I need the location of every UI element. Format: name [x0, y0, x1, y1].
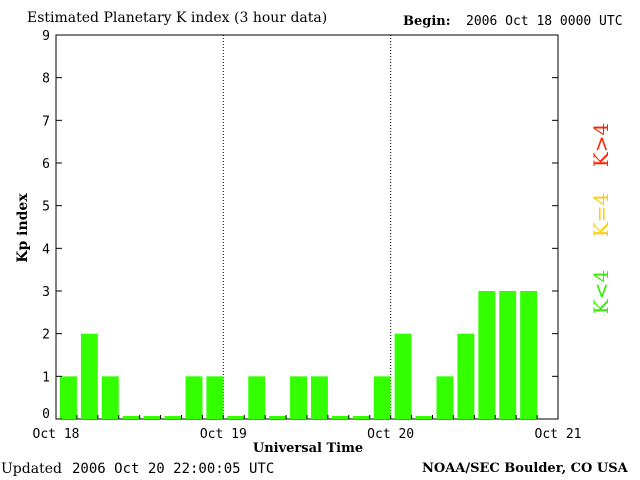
- kp-bar: [164, 416, 182, 419]
- x-axis: Oct 18 Oct 19 Oct 20 Oct 21: [33, 415, 582, 442]
- kp-bar: [457, 333, 475, 419]
- kp-bar: [80, 333, 98, 419]
- updated-label: Updated: [1, 461, 62, 477]
- kp-bar: [227, 416, 245, 419]
- kp-bar: [290, 376, 307, 419]
- bars-group: [60, 291, 538, 419]
- kp-bar: [436, 376, 454, 419]
- y-axis-label: Kp index: [15, 193, 31, 263]
- y-tick-label: 8: [42, 72, 50, 87]
- x-tick-label: Oct 18: [33, 427, 80, 442]
- y-tick-label: 3: [42, 285, 50, 300]
- kp-bar: [394, 333, 412, 419]
- y-tick-label: 2: [42, 328, 50, 343]
- updated-value: 2006 Oct 20 22:00:05 UTC: [72, 461, 275, 477]
- credit-text: NOAA/SEC Boulder, CO USA: [422, 461, 628, 476]
- kp-bar: [331, 416, 349, 419]
- kp-bar: [248, 376, 266, 419]
- y-tick-label: 6: [42, 157, 50, 172]
- y-axis: 0 1 2 3 4 5 6 7 8 9: [42, 29, 558, 422]
- kp-bar: [206, 376, 224, 419]
- x-tick-label: Oct 19: [200, 427, 247, 442]
- x-tick-label: Oct 20: [367, 427, 414, 442]
- y-tick-label: 1: [42, 370, 50, 385]
- kp-bar: [60, 376, 77, 419]
- kp-bar: [311, 376, 328, 419]
- begin-label: Begin:: [403, 14, 451, 29]
- legend-item: K=4: [589, 193, 613, 237]
- day-gridlines: [222, 35, 392, 419]
- kp-bar: [269, 416, 287, 419]
- kp-bar: [143, 416, 161, 419]
- legend-item: K<4: [589, 270, 613, 314]
- kp-bar: [415, 416, 433, 419]
- chart-title: Estimated Planetary K index (3 hour data…: [27, 10, 328, 26]
- begin-value: 2006 Oct 18 0000 UTC: [466, 14, 623, 29]
- y-tick-label: 9: [42, 29, 50, 44]
- kp-bar: [185, 376, 203, 419]
- y-tick-label: 7: [42, 114, 50, 129]
- x-axis-label: Universal Time: [253, 441, 363, 456]
- kp-bar: [352, 416, 370, 419]
- kp-bar: [499, 291, 517, 419]
- kp-bar: [478, 291, 496, 419]
- y-tick-label: 5: [42, 200, 50, 215]
- legend: K>4 K=4 K<4: [589, 123, 613, 314]
- kp-bar: [101, 376, 119, 419]
- legend-item: K>4: [589, 123, 613, 167]
- y-tick-label: 0: [42, 407, 50, 422]
- kp-bar: [373, 376, 391, 419]
- kp-bar: [520, 291, 538, 419]
- y-tick-label: 4: [42, 242, 50, 257]
- kp-bar: [122, 416, 140, 419]
- x-tick-label: Oct 21: [535, 427, 582, 442]
